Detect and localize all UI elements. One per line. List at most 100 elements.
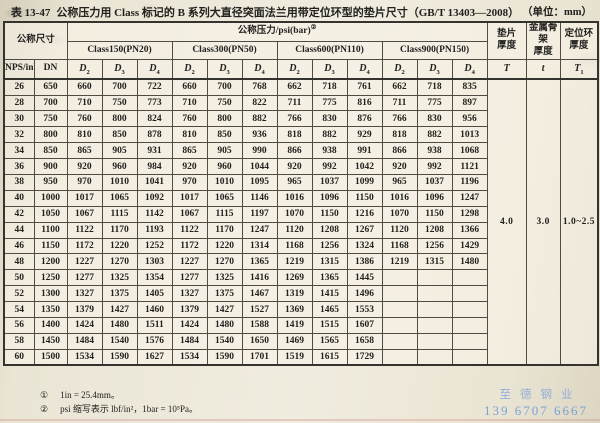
table-number: 表 13-47 [10,7,51,19]
table-cell: 965 [276,173,313,191]
table-cell: 1121 [451,158,488,175]
table-cell: 1415 [311,285,348,303]
table-cell: 1256 [416,237,453,255]
table-cell: 865 [171,142,208,160]
table-cell: 991 [346,142,383,160]
table-cell: 835 [451,78,488,96]
table-cell: 1168 [276,237,313,255]
table-cell: 1460 [136,301,173,318]
table-cell: 1219 [381,253,418,271]
table-cell: 800 [33,126,68,144]
table-cell: 830 [311,110,348,128]
header-d2-class600: D2 [276,58,313,81]
header-class900: Class900(PN150) [381,40,488,60]
table-cell: 1065 [206,189,243,207]
table-cell: 52 [3,285,35,303]
table-cell [416,301,453,318]
table-cell: 1365 [311,269,348,287]
table-cell: 42 [3,205,35,223]
header-sym-T1: T1 [559,58,599,81]
title-row: 表 13-47 公称压力用 Class 标记的 B 系列大直径突面法兰用带定位环型… [0,4,600,19]
table-cell: 992 [416,158,453,175]
table-cell: 1115 [101,205,138,223]
table-cell: 1247 [451,189,488,207]
footnote-2: ② psi 缩写表示 lbf/in²，1bar = 10⁵Pa。 [40,404,198,414]
footnote-ref-2: ② [310,24,317,32]
table-cell [381,285,418,303]
table-cell: 1017 [66,189,103,207]
table-cell: 766 [276,110,313,128]
table-cell: 866 [381,142,418,160]
table-cell: 1327 [66,285,103,303]
table-cell: 1450 [33,332,68,350]
table-cell: 773 [136,94,173,112]
table-cell [416,348,453,366]
header-d3-class600: D3 [311,58,348,81]
table-cell: 1172 [66,237,103,255]
table-cell: 850 [101,126,138,144]
table-cell: 1070 [276,205,313,223]
table-cell: 1017 [171,189,208,207]
table-cell: 800 [206,110,243,128]
table-cell: 1354 [136,269,173,287]
table-cell: 965 [381,173,418,191]
watermark-phone: 139 6707 6667 [484,403,588,418]
table-cell [451,348,488,366]
table-cell: 818 [381,126,418,144]
table-cell: 768 [241,78,278,96]
table-cell: 1405 [136,285,173,303]
header-frame-thickness: 金属骨架 厚度 [525,21,561,60]
table-cell: 1120 [276,221,313,239]
table-cell: 650 [33,78,68,96]
table-cell: 1365 [241,253,278,271]
header-class300: Class300(PN50) [171,40,278,60]
table-cell: 700 [101,78,138,96]
table-cell: 1515 [311,316,348,334]
table-cell [451,301,488,318]
table-cell: 1445 [346,269,383,287]
table-cell: 822 [241,94,278,112]
table-cell: 1314 [241,237,278,255]
table-cell: 876 [346,110,383,128]
table-cell: 1170 [206,221,243,239]
table-cell: 1146 [241,189,278,207]
table-cell: 830 [416,110,453,128]
header-gasket-thickness: 垫片 厚度 [486,21,527,60]
table-cell: 760 [66,110,103,128]
table-cell: 30 [3,110,35,128]
table-row: 40 1000 1017 1065 1092 1017 1065 1146 1016 1096 11… [3,189,598,207]
table-cell: 34 [3,142,35,160]
merged-cell-t: 3.0 [525,78,561,366]
header-ring-thickness: 定位环 厚度 [559,21,599,60]
table-cell: 1607 [346,316,383,334]
table-cell: 1170 [101,221,138,239]
table-cell: 1208 [416,221,453,239]
table-cell: 920 [381,158,418,175]
table-cell: 1325 [101,269,138,287]
table-cell: 50 [3,269,35,287]
table-cell: 722 [136,78,173,96]
table-cell [451,332,488,350]
table-row: 30 750 760 800 824 760 800 882 766 830 876 766 830 95… [3,110,598,128]
table-cell: 1469 [276,332,313,350]
table-cell: 938 [416,142,453,160]
header-d4-class150: D4 [136,58,173,81]
table-cell: 810 [66,126,103,144]
table-cell: 816 [346,94,383,112]
table-cell: 1193 [136,221,173,239]
table-cell: 1465 [311,301,348,318]
table-row: 38 950 970 1010 1041 970 1010 1095 965 1037 1099 96… [3,173,598,191]
table-cell: 1588 [241,316,278,334]
table-cell: 1220 [101,237,138,255]
table-row: 52 1300 1327 1375 1405 1327 1375 1467 1319 1415 14… [3,285,598,303]
table-cell: 882 [311,126,348,144]
table-cell: 1037 [416,173,453,191]
table-cell: 1016 [276,189,313,207]
table-cell: 1319 [276,285,313,303]
table-row: 32 800 810 850 878 810 850 936 818 882 929 818 882 10… [3,126,598,144]
table-cell: 984 [136,158,173,175]
table-cell: 710 [66,94,103,112]
table-cell [381,269,418,287]
table-cell: 766 [381,110,418,128]
table-cell: 1172 [171,237,208,255]
